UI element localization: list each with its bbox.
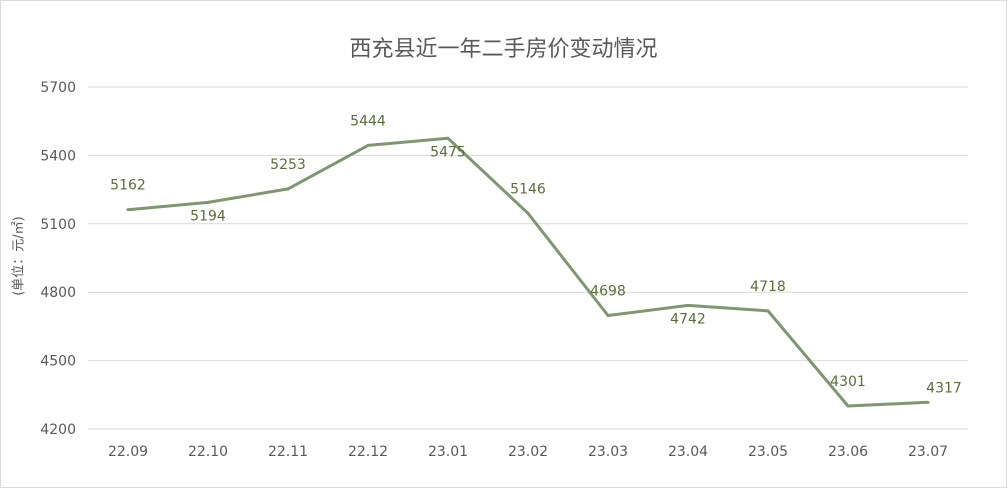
x-tick-label: 23.05 [748,444,788,460]
data-label: 4698 [590,283,626,299]
x-tick-label: 22.11 [268,444,308,460]
x-tick-label: 23.07 [908,444,948,460]
data-label: 4317 [926,380,962,396]
data-point [526,211,530,215]
chart-title: 西充县近一年二手房价变动情况 [349,37,658,62]
data-point [446,136,450,140]
x-tick-label: 22.09 [108,444,148,460]
data-label: 5253 [270,157,306,173]
data-point [606,313,610,317]
data-label: 4742 [670,311,706,327]
data-point [686,303,690,307]
data-label: 4301 [830,374,866,390]
data-point [366,143,370,147]
y-tick-label: 4500 [40,354,76,370]
x-tick-label: 22.12 [348,444,388,460]
x-tick-label: 23.01 [428,444,468,460]
x-tick-label: 22.10 [188,444,228,460]
y-tick-label: 5700 [40,80,76,96]
y-tick-label: 5100 [40,217,76,233]
data-label: 5475 [430,144,466,160]
y-tick-label: 4800 [40,285,76,301]
data-point [926,400,930,404]
y-tick-label: 5400 [40,148,76,164]
y-tick-label: 4200 [40,422,76,438]
data-label: 5146 [510,181,546,197]
data-label: 5162 [110,178,146,194]
data-label: 5194 [190,208,226,224]
data-point [206,200,210,204]
data-point [286,187,290,191]
data-label: 4718 [750,279,786,295]
data-label: 5444 [350,113,386,129]
data-point [126,208,130,212]
data-point [846,404,850,408]
data-point [766,309,770,313]
x-tick-label: 23.06 [828,444,868,460]
series-line [127,136,929,408]
x-tick-label: 23.04 [668,444,708,460]
x-tick-label: 23.03 [588,444,628,460]
x-tick-label: 23.02 [508,444,548,460]
